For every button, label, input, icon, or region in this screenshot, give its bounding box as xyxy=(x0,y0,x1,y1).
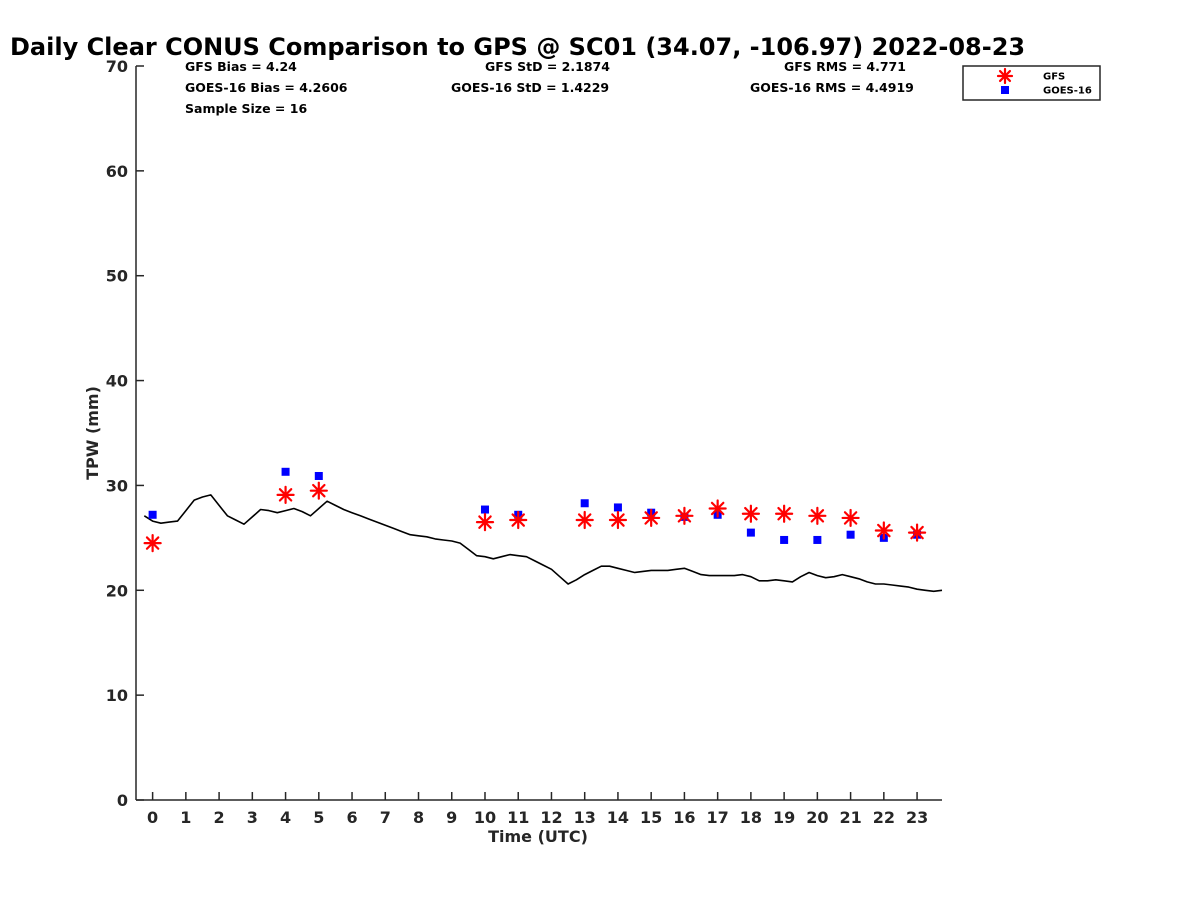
goes16-point xyxy=(480,505,489,514)
x-tick-label: 23 xyxy=(906,808,928,827)
gfs-point xyxy=(741,504,760,523)
goes16-point xyxy=(746,528,755,537)
x-tick-label: 1 xyxy=(180,808,191,827)
x-tick-label: 18 xyxy=(740,808,762,827)
y-tick-label: 10 xyxy=(106,686,128,705)
y-tick-label: 70 xyxy=(106,57,128,76)
y-tick-label: 50 xyxy=(106,267,128,286)
gfs-point xyxy=(642,508,661,528)
x-tick-label: 5 xyxy=(313,808,324,827)
x-tick-label: 4 xyxy=(280,808,291,827)
gfs-point xyxy=(575,510,594,530)
goes16-point xyxy=(846,530,855,539)
stat-sample-size: Sample Size = 16 xyxy=(185,101,307,116)
stat-goes-rms: GOES-16 RMS = 4.4919 xyxy=(750,80,914,95)
x-tick-label: 10 xyxy=(474,808,496,827)
gfs-point xyxy=(276,485,295,504)
x-tick-label: 19 xyxy=(773,808,795,827)
y-axis-label: TPW (mm) xyxy=(83,386,102,480)
x-tick-label: 0 xyxy=(147,808,158,827)
x-tick-label: 14 xyxy=(607,808,629,827)
gfs-point xyxy=(874,521,893,540)
legend-goes16-marker xyxy=(1001,86,1009,94)
gfs-point xyxy=(841,508,860,528)
x-tick-label: 15 xyxy=(640,808,662,827)
goes16-point xyxy=(780,535,789,544)
stat-gfs-rms: GFS RMS = 4.771 xyxy=(784,59,906,74)
goes16-point xyxy=(281,467,290,476)
x-tick-label: 21 xyxy=(839,808,861,827)
x-tick-label: 17 xyxy=(707,808,729,827)
stat-gfs-bias: GFS Bias = 4.24 xyxy=(185,59,297,74)
gfs-point xyxy=(708,499,727,518)
goes16-point xyxy=(148,510,157,519)
x-tick-label: 3 xyxy=(247,808,258,827)
x-tick-label: 12 xyxy=(540,808,562,827)
gfs-point xyxy=(509,510,528,530)
stat-gfs-std: GFS StD = 2.1874 xyxy=(485,59,610,74)
gps-series-line xyxy=(143,494,943,593)
x-tick-label: 16 xyxy=(673,808,695,827)
x-axis-label: Time (UTC) xyxy=(488,827,588,846)
x-tick-label: 22 xyxy=(873,808,895,827)
axes xyxy=(135,66,942,801)
gfs-point xyxy=(608,510,628,530)
legend-label: GOES-16 xyxy=(1043,86,1092,97)
goes16-point xyxy=(813,535,822,544)
gfs-point xyxy=(907,523,927,542)
y-tick-label: 0 xyxy=(117,791,128,810)
y-tick-label: 20 xyxy=(106,581,128,600)
y-ticks: 0 10 20 30 40 50 60 70 xyxy=(106,57,144,810)
x-tick-label: 6 xyxy=(346,808,357,827)
gfs-point xyxy=(675,506,694,525)
x-tick-label: 8 xyxy=(413,808,424,827)
y-tick-label: 60 xyxy=(106,162,128,181)
x-tick-label: 13 xyxy=(574,808,596,827)
gfs-point xyxy=(475,513,495,532)
x-tick-label: 7 xyxy=(380,808,391,827)
gfs-point xyxy=(143,533,162,553)
y-tick-label: 40 xyxy=(106,372,128,391)
chart-title: Daily Clear CONUS Comparison to GPS @ SC… xyxy=(10,33,1025,61)
y-tick-label: 30 xyxy=(106,476,128,495)
legend-box xyxy=(962,65,1101,101)
x-tick-label: 11 xyxy=(507,808,529,827)
series-layer xyxy=(143,467,943,593)
stat-goes-bias: GOES-16 Bias = 4.2606 xyxy=(185,80,348,95)
gfs-point xyxy=(309,481,328,500)
gfs-point xyxy=(775,504,794,523)
goes16-point xyxy=(613,503,622,512)
gfs-point xyxy=(808,506,827,525)
legend: GFS GOES-16 xyxy=(962,65,1101,101)
goes16-point xyxy=(314,471,323,480)
x-tick-label: 20 xyxy=(806,808,828,827)
x-ticks: 0 1 2 3 4 5 6 7 8 9 10 11 12 13 14 15 16 17 18 19 20 21 22 23 xyxy=(147,792,928,827)
legend-label: GFS xyxy=(1043,72,1065,83)
x-tick-label: 2 xyxy=(214,808,225,827)
legend-gfs-marker xyxy=(996,67,1014,85)
stat-goes-std: GOES-16 StD = 1.4229 xyxy=(451,80,609,95)
goes16-point xyxy=(580,499,589,508)
x-tick-label: 9 xyxy=(446,808,457,827)
